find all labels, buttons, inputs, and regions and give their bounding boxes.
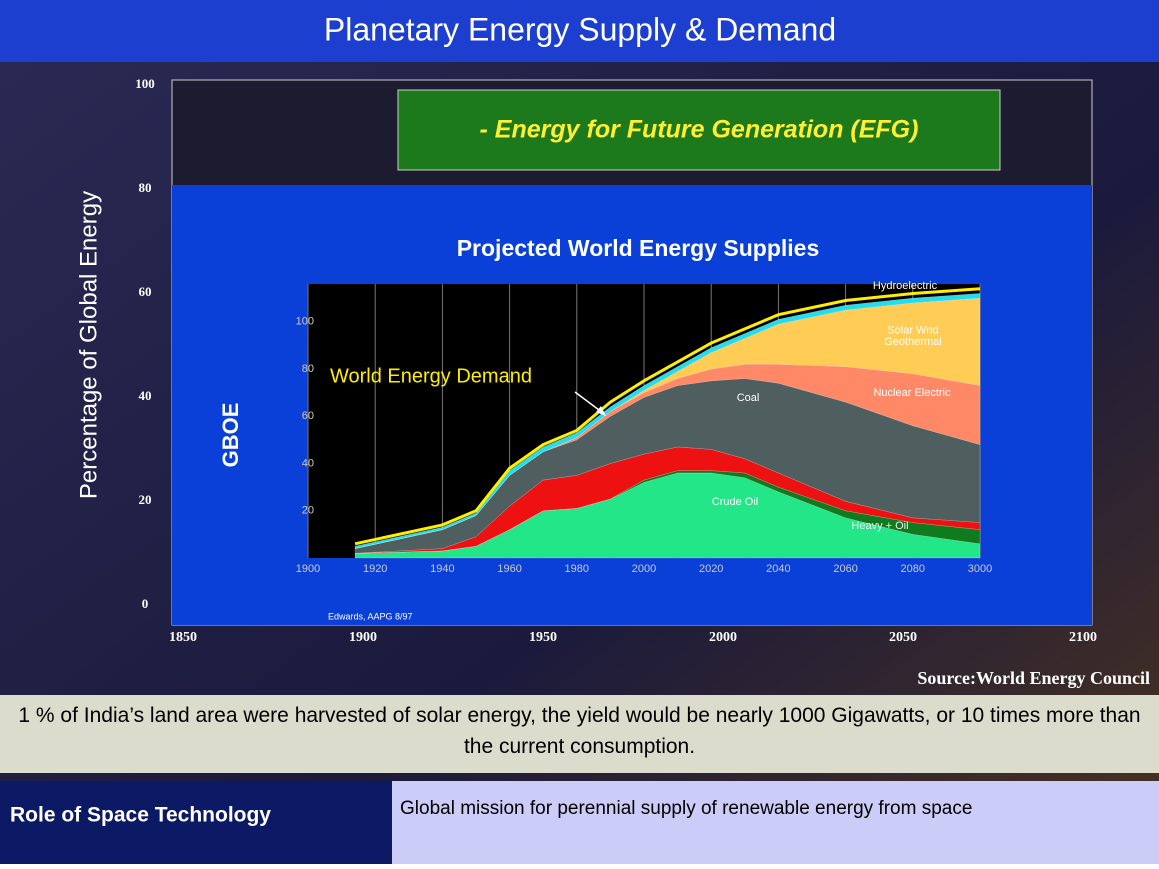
series-label: Nuclear Electric: [873, 387, 951, 399]
header-bar: [0, 0, 1159, 62]
inner-title: Projected World Energy Supplies: [457, 235, 820, 261]
y-tick-label: 80: [139, 180, 152, 195]
x-tick-label: 2100: [1069, 630, 1097, 645]
x-tick-label: 2050: [889, 630, 917, 645]
area: [354, 293, 981, 549]
footer-label: Role of Space Technology: [10, 804, 271, 827]
source: Source:World Energy Council: [917, 668, 1150, 688]
series-label: Hydroelectric: [873, 280, 938, 292]
x-tick-label: 1850: [169, 630, 197, 645]
series-label: Coal: [737, 392, 760, 404]
y-tick-label: 60: [139, 284, 152, 299]
footer-text-container: Global mission for perennial supply of r…: [400, 798, 973, 819]
x-tick-label: 1900: [349, 630, 377, 645]
x-tick-label: 1950: [529, 630, 557, 645]
x-tick-label: 2000: [709, 630, 737, 645]
inner-x-tick-label: 2000: [632, 563, 656, 575]
footer-label-box: [0, 781, 392, 864]
note-band: [0, 695, 1159, 773]
note-container: 1 % of India’s land area were harvested …: [18, 704, 1141, 758]
inner-x-tick-label: 2040: [766, 563, 790, 575]
inner-x-tick-label: 3000: [968, 563, 992, 575]
inner-x-tick-label: 1960: [497, 563, 521, 575]
demand-label: World Energy Demand: [330, 365, 532, 387]
inner-x-tick-label: 1940: [430, 563, 454, 575]
banner-box: [397, 89, 1001, 171]
slide-title: Planetary Energy Supply & Demand: [324, 11, 836, 47]
y-axis-label: Percentage of Global Energy: [75, 191, 102, 499]
annotation: Edwards, AAPG 8/97: [328, 611, 413, 621]
y-tick-label: 40: [139, 388, 152, 403]
demand-line: [354, 287, 981, 546]
y-tick-label: 100: [135, 76, 155, 91]
note: 1 % of India’s land area were harvested …: [18, 704, 1141, 758]
inner-x-tick-label: 1980: [565, 563, 589, 575]
inner-y-label: GBOE: [218, 403, 243, 468]
series-label: Crude Oil: [712, 496, 758, 508]
inner-x-tick-label: 2080: [901, 563, 925, 575]
inner-x-tick-label: 1920: [363, 563, 387, 575]
demand-arrowhead: [596, 406, 606, 416]
series-label: Heavy + Oil: [851, 520, 908, 532]
inner-x-tick-label: 1900: [296, 563, 320, 575]
footer-text-box: [392, 781, 1159, 864]
series-label: Solar Wnd Geothermal: [884, 324, 941, 348]
inner-x-tick-label: 2060: [833, 563, 857, 575]
inner-x-tick-label: 2020: [699, 563, 723, 575]
y-tick-label: 20: [139, 492, 152, 507]
inner-y-tick-label: 100: [296, 316, 314, 328]
y-tick-label: 0: [142, 596, 149, 611]
banner-text: - Energy for Future Generation (EFG): [480, 116, 919, 144]
footer-text: Global mission for perennial supply of r…: [400, 798, 973, 819]
